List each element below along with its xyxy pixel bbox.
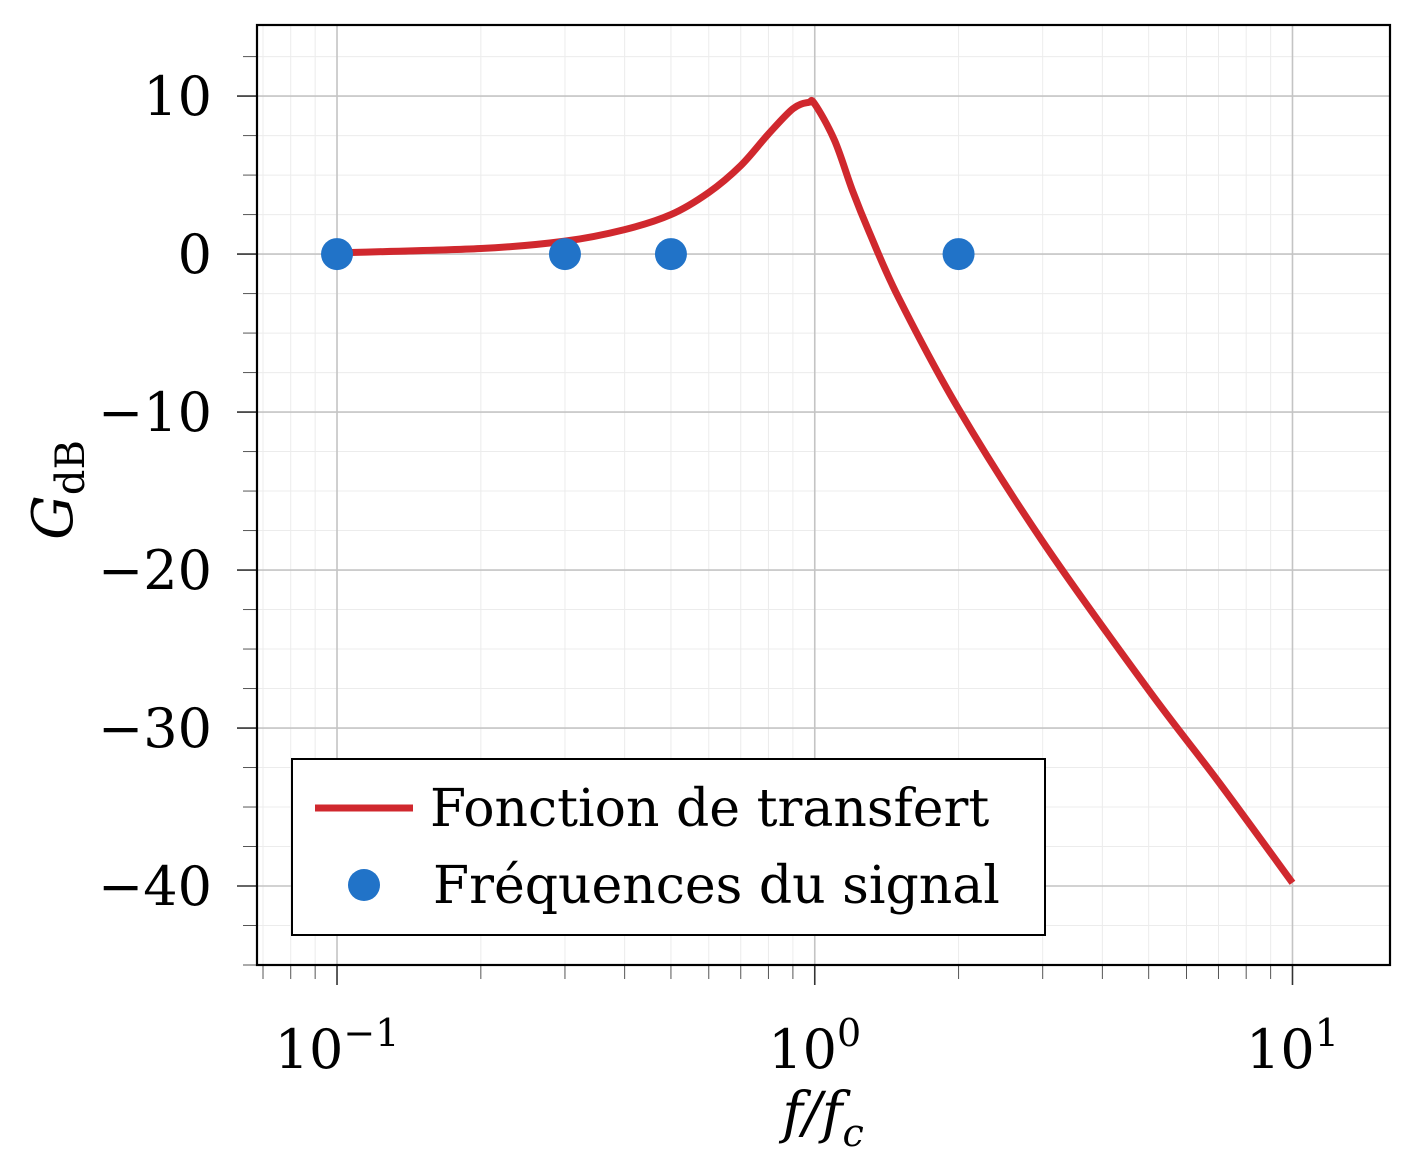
- x-tick-label-exponent: 1: [1315, 1011, 1339, 1055]
- x-tick-label: 10−1: [275, 1011, 400, 1081]
- x-axis: 10−1 100 101: [262, 965, 1339, 1081]
- x-tick-label-exponent: 0: [837, 1011, 861, 1055]
- x-axis-title: f/fc: [778, 1081, 864, 1155]
- y-tick-label: −40: [98, 855, 212, 918]
- series-point: [548, 238, 581, 271]
- x-tick-label: 101: [1246, 1011, 1339, 1081]
- legend-label-markers: Fréquences du signal: [433, 856, 1000, 916]
- x-tick-label-exponent: −1: [343, 1011, 399, 1055]
- series-point: [942, 238, 975, 271]
- x-tick-label: 100: [768, 1011, 861, 1081]
- x-tick-label-base: 10: [768, 1018, 837, 1081]
- legend: Fonction de transfert Fréquences du sign…: [291, 758, 1046, 936]
- legend-marker-swatch: [348, 869, 380, 901]
- legend-box: [291, 758, 1046, 936]
- y-axis-title: GdB: [21, 440, 94, 540]
- series-line-0: [336, 97, 1296, 885]
- legend-label-line: Fonction de transfert: [430, 779, 989, 839]
- y-tick-label: 10: [143, 65, 212, 128]
- x-tick-label-base: 10: [275, 1018, 344, 1081]
- x-tick-label-base: 10: [1246, 1018, 1315, 1081]
- y-axis-title-subscript: dB: [48, 440, 94, 495]
- y-tick-label: −10: [98, 381, 212, 444]
- y-tick-label: −20: [98, 539, 212, 602]
- y-tick-label: −30: [98, 697, 212, 760]
- y-tick-label: 0: [178, 223, 212, 286]
- series-point: [321, 238, 354, 271]
- y-axis: 10 0 −10 −20 −30 −40: [98, 56, 257, 966]
- x-axis-title-subscript: c: [843, 1111, 864, 1155]
- plot-series: [321, 97, 1296, 885]
- series-point: [654, 238, 687, 271]
- plot-frame: [255, 23, 1392, 967]
